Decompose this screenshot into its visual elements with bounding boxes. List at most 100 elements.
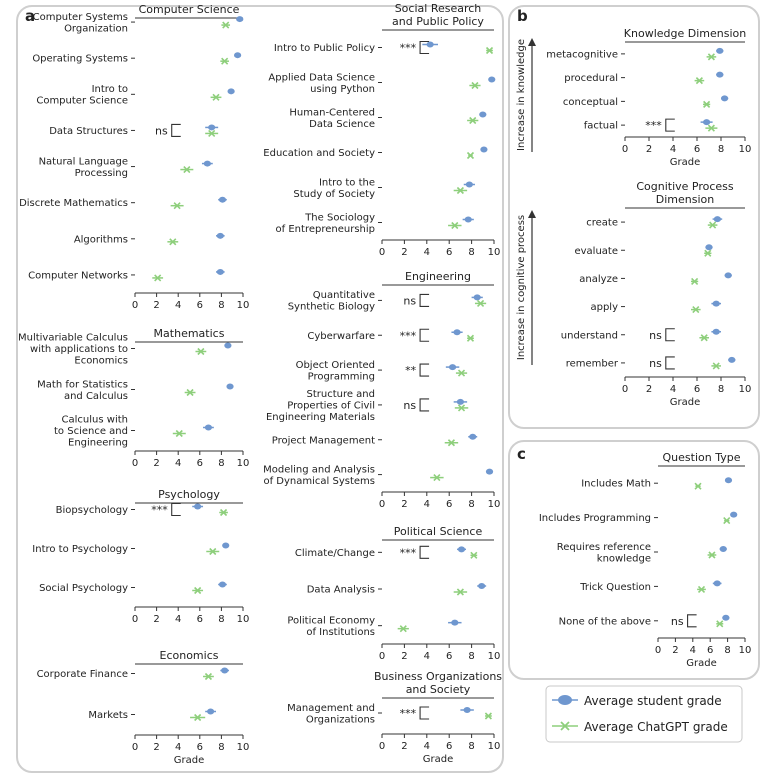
gpt-point [183,165,191,174]
gpt-point [707,53,715,61]
x-tick-label: 6 [197,300,203,311]
x-tick-label: 6 [446,247,452,258]
gpt-point [484,712,492,720]
gpt-point [197,347,205,356]
significance-bracket [171,123,181,137]
significance-bracket [419,363,430,377]
student-point [456,398,464,405]
category-label: Processing [75,168,128,179]
x-tick-label: 10 [488,499,501,510]
x-tick-label: 2 [672,645,678,656]
student-point [194,503,202,510]
x-axis-label: Grade [686,658,717,669]
gpt-point [709,221,717,229]
category-label: of Institutions [306,627,375,638]
x-axis-label: Grade [670,157,701,168]
x-tick-label: 10 [488,247,501,258]
category-label: Object Oriented [296,360,375,371]
x-tick-label: 2 [401,741,407,752]
x-tick-label: 0 [132,742,138,753]
category-label: to Science and [54,426,128,437]
category-label: Education and Society [263,148,375,159]
x-tick-label: 0 [379,499,385,510]
significance-bracket [665,356,675,370]
significance-label: *** [400,546,417,559]
category-label: Multivariable Calculus [18,333,128,344]
student-point [713,580,721,587]
category-label: Computer Networks [28,270,128,281]
category-label: Data Analysis [307,585,375,596]
gpt-point [712,362,720,370]
student-point [465,181,473,188]
x-tick-label: 6 [707,645,713,656]
x-tick-label: 0 [132,614,138,625]
gpt-point [466,151,475,160]
category-label: Natural Language [39,156,128,167]
x-tick-label: 2 [153,614,159,625]
x-tick-label: 2 [401,499,407,510]
x-tick-label: 0 [132,300,138,311]
x-tick-label: 6 [694,384,700,395]
gpt-point [697,585,706,593]
gpt-point [457,404,466,412]
category-label: Algorithms [74,234,128,245]
category-label: Human-Centered [289,107,375,118]
x-tick-label: 0 [622,384,628,395]
category-label: Data Science [309,119,375,130]
x-tick-label: 0 [132,458,138,469]
x-tick-label: 4 [175,614,181,625]
gpt-point [447,439,456,447]
gpt-point [169,238,177,246]
chart-title: Political Science [394,525,483,538]
significance-bracket [419,328,430,342]
category-label: Modeling and Analysis [263,464,375,475]
significance-label: ns [403,294,416,307]
student-point [457,546,466,553]
x-tick-label: 8 [468,499,474,510]
x-tick-label: 8 [218,742,224,753]
significance-bracket [419,40,430,55]
x-tick-label: 2 [646,144,652,155]
x-tick-label: 4 [424,499,430,510]
category-label: understand [561,330,618,341]
significance-bracket [687,614,697,628]
gpt-point [456,588,464,596]
category-label: evaluate [574,246,618,257]
side-axis-label: Increase in knowledge [516,39,527,151]
gpt-point [691,277,699,285]
student-point [221,667,229,674]
category-label: Discrete Mathematics [19,198,128,209]
category-label: metacognitive [546,49,618,60]
significance-bracket [665,118,675,132]
x-tick-label: 4 [175,300,181,311]
x-tick-label: 10 [488,741,501,752]
significance-bracket [665,328,675,342]
category-label: Intro to [92,84,128,95]
x-tick-label: 6 [197,458,203,469]
x-tick-label: 4 [690,645,696,656]
category-label: Markets [88,710,128,721]
student-point [478,583,486,589]
x-tick-label: 6 [446,499,452,510]
student-point [705,244,713,251]
student-point [464,216,472,223]
gpt-point [723,517,731,525]
student-point [448,364,457,371]
gpt-point [476,299,485,307]
student-point [463,707,471,713]
x-axis-label: Grade [174,755,205,766]
category-label: conceptual [563,97,618,108]
gpt-point [708,551,716,559]
category-label: Social Psychology [39,583,128,594]
x-tick-label: 8 [468,651,474,662]
gpt-point [456,186,464,195]
student-point [724,272,732,279]
category-label: Organization [64,23,128,34]
x-tick-label: 8 [218,300,224,311]
student-point [721,95,729,102]
category-label: Intro to the [319,177,375,188]
category-label: Quantitative [313,290,375,301]
category-label: Biopsychology [56,505,128,516]
chart-title: Engineering [405,270,471,283]
